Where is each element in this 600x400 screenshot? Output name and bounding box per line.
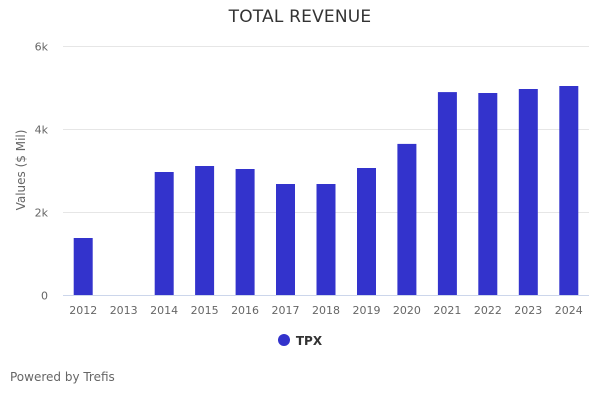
x-tick-label: 2023 — [514, 304, 542, 317]
bar-2018[interactable] — [316, 184, 336, 295]
x-tick-label: 2018 — [312, 304, 340, 317]
bar-2022[interactable] — [478, 93, 498, 295]
y-tick-label: 0 — [41, 290, 48, 303]
bar-2017[interactable] — [276, 184, 295, 295]
legend-label-tpx: TPX — [295, 334, 323, 348]
y-tick-label: 4k — [35, 124, 49, 137]
x-tick-label: 2020 — [393, 304, 421, 317]
x-tick-label: 2016 — [231, 304, 259, 317]
bars — [73, 86, 579, 295]
bar-2014[interactable] — [154, 172, 174, 295]
y-axis-ticks: 0 2k 4k 6k — [35, 41, 49, 303]
y-axis-label: Values ($ Mil) — [14, 130, 28, 211]
x-tick-label: 2013 — [110, 304, 138, 317]
x-axis-ticks: 2012 2013 2014 2015 2016 2017 2018 2019 2020 2021… — [69, 304, 583, 317]
chart-title: TOTAL REVENUE — [228, 7, 372, 27]
x-tick-label: 2024 — [555, 304, 583, 317]
bar-2024[interactable] — [559, 86, 579, 295]
bar-2021[interactable] — [437, 92, 457, 295]
legend-marker-icon — [277, 334, 290, 346]
y-tick-label: 6k — [35, 41, 49, 54]
bar-2019[interactable] — [357, 168, 376, 295]
x-tick-label: 2021 — [433, 304, 461, 317]
bar-2015[interactable] — [195, 166, 215, 295]
bar-2023[interactable] — [518, 89, 538, 295]
bar-2016[interactable] — [235, 169, 255, 295]
credits-text[interactable]: Powered by Trefis — [10, 370, 115, 384]
x-tick-label: 2015 — [191, 304, 219, 317]
bar-2020[interactable] — [397, 143, 417, 295]
y-tick-label: 2k — [35, 207, 49, 220]
x-tick-label: 2017 — [272, 304, 300, 317]
x-tick-label: 2012 — [69, 304, 97, 317]
x-tick-label: 2019 — [352, 304, 380, 317]
x-tick-label: 2014 — [150, 304, 178, 317]
legend[interactable]: TPX — [0, 334, 600, 348]
bar-2012[interactable] — [73, 238, 93, 295]
x-tick-label: 2022 — [474, 304, 502, 317]
